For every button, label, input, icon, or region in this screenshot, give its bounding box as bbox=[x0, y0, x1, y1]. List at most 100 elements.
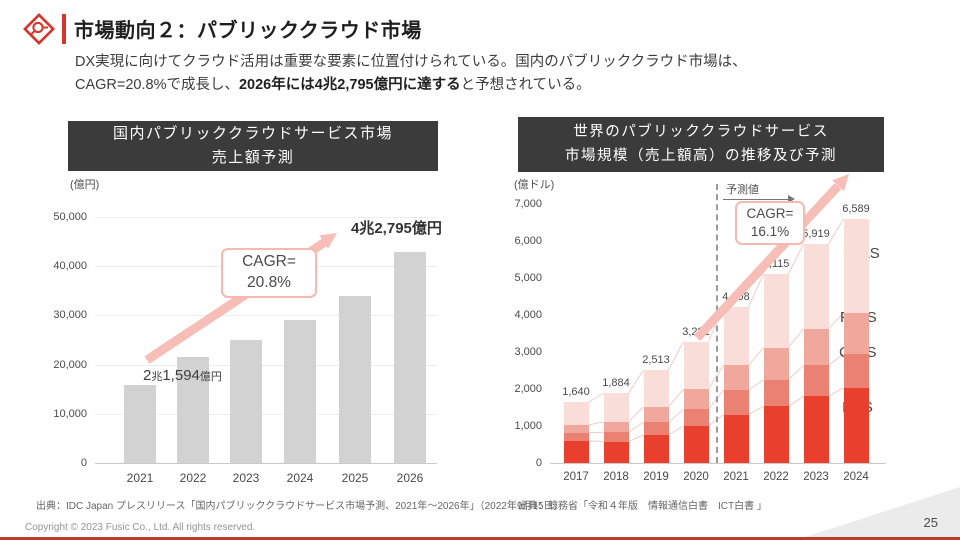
x-axis-label: 2018 bbox=[603, 471, 629, 483]
x-axis-label: 2017 bbox=[563, 471, 589, 483]
gridline bbox=[95, 315, 437, 317]
segment-paas-2023 bbox=[803, 328, 829, 366]
right-chart-title: 世界のパブリッククラウドサービス 市場規模（売上額高）の推移及び予測 bbox=[518, 117, 884, 172]
bar-2021 bbox=[124, 384, 156, 463]
segment-saas-2021 bbox=[723, 307, 749, 366]
total-label-2021: 4,208 bbox=[722, 291, 750, 304]
left-chart-source: 出典：IDC Japan プレスリリース「国内パブリッククラウドサービス市場予測… bbox=[36, 501, 564, 512]
y-axis-tick: 5,000 bbox=[514, 272, 542, 284]
x-axis-label: 2021 bbox=[723, 471, 749, 483]
total-label-2022: 5,115 bbox=[762, 257, 790, 270]
value-label-2026: 4兆2,795億円 bbox=[351, 220, 442, 237]
left-chart-title: 国内パブリッククラウドサービス市場 売上額予測 bbox=[68, 121, 438, 171]
y-axis-tick: 3,000 bbox=[514, 346, 542, 358]
segment-paas-2018 bbox=[603, 421, 629, 433]
page-title: 市場動向２：パブリッククラウド市場 bbox=[74, 20, 422, 42]
fusic-logo-icon bbox=[23, 13, 55, 45]
y-axis-tick: 2,000 bbox=[514, 383, 542, 395]
x-axis-label: 2020 bbox=[683, 471, 709, 483]
subtitle-line-2: CAGR=20.8%で成長し、2026年には4兆2,795億円に達すると予想され… bbox=[75, 77, 591, 93]
segment-caas-2020 bbox=[683, 409, 709, 426]
gridline bbox=[95, 217, 437, 218]
segment-paas-2024 bbox=[843, 313, 869, 354]
segment-iaas-2019 bbox=[643, 434, 669, 463]
total-label-2024: 6,589 bbox=[842, 203, 870, 216]
bar-2023 bbox=[230, 340, 262, 463]
x-axis-line bbox=[550, 463, 886, 464]
title-accent-bar bbox=[62, 14, 66, 44]
forecast-label: 予測値 bbox=[723, 181, 762, 200]
bar-2026 bbox=[394, 252, 426, 463]
left-chart-unit: (億円) bbox=[70, 179, 100, 191]
segment-iaas-2023 bbox=[803, 396, 829, 463]
segment-saas-2022 bbox=[763, 273, 789, 348]
bar-2022 bbox=[177, 356, 209, 463]
forecast-arrow-line bbox=[762, 198, 788, 200]
x-axis-label: 2019 bbox=[643, 471, 669, 483]
copyright-text: Copyright © 2023 Fusic Co., Ltd. All rig… bbox=[25, 522, 256, 533]
y-axis-tick: 1,000 bbox=[514, 420, 542, 432]
segment-caas-2018 bbox=[603, 432, 629, 442]
value-label-2022: 2兆1,594億円 bbox=[143, 367, 222, 384]
segment-paas-2019 bbox=[643, 406, 669, 423]
x-axis-label: 2024 bbox=[286, 471, 314, 485]
y-axis-tick: 0 bbox=[535, 457, 542, 469]
forecast-divider-line bbox=[716, 184, 718, 463]
segment-iaas-2022 bbox=[763, 406, 789, 463]
y-axis-tick: 10,000 bbox=[53, 407, 87, 420]
gridline bbox=[95, 364, 437, 366]
bottom-accent-bar bbox=[0, 537, 960, 540]
segment-caas-2024 bbox=[843, 353, 869, 388]
x-axis-label: 2023 bbox=[232, 471, 260, 485]
segment-iaas-2018 bbox=[603, 441, 629, 463]
right-chart-unit: (億ドル) bbox=[514, 179, 555, 191]
segment-saas-2024 bbox=[843, 219, 869, 314]
segment-iaas-2017 bbox=[563, 440, 589, 463]
domestic-cloud-bar-chart: 0 10,000 20,000 30,000 40,000 50,000 2021 2022 2… bbox=[53, 211, 437, 485]
forecast-value-indicator: 予測値 bbox=[723, 181, 795, 203]
x-axis-label: 2022 bbox=[179, 471, 207, 485]
segment-saas-2019 bbox=[643, 370, 669, 407]
gridline bbox=[95, 413, 437, 415]
segment-caas-2019 bbox=[643, 422, 669, 435]
x-axis-label: 2025 bbox=[341, 471, 369, 485]
x-axis-label: 2022 bbox=[763, 471, 789, 483]
segment-paas-2017 bbox=[563, 424, 589, 433]
segment-caas-2017 bbox=[563, 432, 589, 441]
bar-2024 bbox=[284, 320, 316, 463]
segment-iaas-2021 bbox=[723, 414, 749, 463]
corner-decoration bbox=[805, 487, 960, 537]
total-label-2017: 1,640 bbox=[562, 386, 590, 399]
right-chart-source: 出典：総務省「令和４年版 情報通信白書 ICT白書 」 bbox=[518, 501, 767, 512]
y-axis-tick: 40,000 bbox=[53, 260, 87, 273]
total-label-2019: 2,513 bbox=[642, 354, 670, 367]
y-axis-tick: 20,000 bbox=[53, 358, 87, 371]
cagr-callout-left: CAGR= 20.8% bbox=[221, 248, 317, 298]
segment-paas-2021 bbox=[723, 365, 749, 391]
x-axis-label: 2021 bbox=[126, 471, 154, 485]
cagr-callout-right: CAGR= 16.1% bbox=[735, 201, 805, 245]
segment-caas-2023 bbox=[803, 365, 829, 397]
segment-paas-2022 bbox=[763, 347, 789, 380]
subtitle-line-1: DX実現に向けてクラウド活用は重要な要素に位置付けられている。国内のパブリックク… bbox=[75, 54, 747, 70]
total-label-2018: 1,884 bbox=[602, 377, 630, 390]
segment-caas-2021 bbox=[723, 390, 749, 415]
y-axis-tick: 30,000 bbox=[53, 309, 87, 322]
global-cloud-stacked-bar-chart: SaaS PaaS CaaS IaaS 01,0002,0003,0004,00… bbox=[514, 184, 886, 483]
x-axis-label: 2024 bbox=[843, 471, 869, 483]
segment-iaas-2020 bbox=[683, 426, 709, 463]
page-number: 25 bbox=[923, 515, 938, 530]
segment-iaas-2024 bbox=[843, 387, 869, 463]
y-axis-tick: 6,000 bbox=[514, 235, 542, 247]
y-axis-tick: 4,000 bbox=[514, 309, 542, 321]
x-axis-line bbox=[95, 463, 437, 464]
segment-paas-2020 bbox=[683, 389, 709, 410]
bar-2025 bbox=[339, 295, 371, 463]
segment-saas-2018 bbox=[603, 393, 629, 422]
y-axis-tick: 50,000 bbox=[53, 211, 87, 223]
y-axis-tick: 0 bbox=[80, 457, 87, 469]
segment-saas-2017 bbox=[563, 402, 589, 425]
y-axis-tick: 7,000 bbox=[514, 198, 542, 210]
segment-saas-2023 bbox=[803, 243, 829, 329]
x-axis-label: 2026 bbox=[396, 471, 424, 485]
